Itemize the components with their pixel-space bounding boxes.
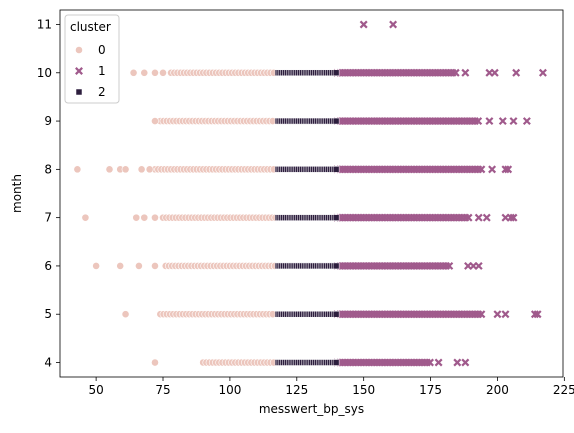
point-cluster-0: [129, 68, 138, 77]
x-tick-label: 100: [218, 383, 241, 397]
x-axis-ticks: 50 75 100 125 150 175 200 225: [88, 377, 574, 397]
y-tick-label: 8: [44, 162, 52, 176]
point-cluster-2: [332, 166, 340, 173]
y-tick-label: 9: [44, 114, 52, 128]
point-cluster-1: [474, 213, 483, 222]
series-1: [332, 20, 547, 367]
point-cluster-1: [477, 310, 486, 319]
point-cluster-2: [332, 262, 340, 270]
point-cluster-2: [332, 310, 340, 318]
point-cluster-0: [116, 262, 125, 270]
point-cluster-1: [359, 20, 368, 29]
point-cluster-0: [151, 358, 159, 367]
point-cluster-0: [132, 213, 141, 222]
point-cluster-1: [509, 213, 518, 222]
point-cluster-1: [498, 117, 507, 126]
point-cluster-1: [501, 165, 510, 174]
y-tick-label: 7: [44, 211, 52, 225]
legend-marker-1: [75, 67, 83, 75]
point-cluster-0: [135, 262, 143, 270]
point-cluster-1: [506, 213, 515, 222]
scatter-points: [73, 20, 547, 367]
point-cluster-1: [389, 20, 398, 29]
point-cluster-1: [488, 165, 497, 174]
legend-marker-2: [75, 88, 83, 96]
legend-label-0: 0: [98, 43, 106, 57]
point-cluster-1: [445, 261, 454, 270]
y-tick-label: 10: [37, 66, 52, 80]
plot-frame: [59, 9, 564, 378]
point-cluster-1: [530, 310, 539, 319]
legend-box: [64, 14, 120, 104]
y-tick-label: 5: [44, 307, 52, 321]
legend-label-2: 2: [98, 85, 106, 99]
point-cluster-0: [73, 165, 82, 174]
x-tick-label: 225: [553, 383, 574, 397]
point-cluster-1: [533, 310, 542, 319]
point-cluster-1: [453, 358, 462, 367]
y-tick-label: 4: [44, 356, 52, 370]
point-cluster-2: [332, 359, 340, 366]
point-cluster-0: [145, 165, 154, 174]
point-cluster-2: [332, 69, 340, 77]
legend-title: cluster: [70, 20, 111, 34]
x-tick-label: 175: [419, 383, 442, 397]
x-tick-label: 150: [352, 383, 375, 397]
point-cluster-1: [509, 117, 518, 126]
point-cluster-1: [426, 358, 435, 367]
point-cluster-1: [474, 261, 483, 270]
series-2: [274, 69, 340, 366]
point-cluster-0: [121, 165, 130, 174]
point-cluster-0: [151, 117, 159, 125]
x-tick-label: 75: [155, 383, 170, 397]
point-cluster-1: [461, 358, 470, 367]
y-tick-label: 11: [37, 17, 52, 31]
point-cluster-1: [474, 117, 483, 126]
point-cluster-1: [434, 358, 443, 367]
point-cluster-2: [332, 117, 340, 125]
point-cluster-1: [512, 68, 521, 77]
point-cluster-1: [538, 68, 547, 77]
point-cluster-0: [92, 262, 101, 270]
point-cluster-1: [451, 68, 460, 77]
point-cluster-1: [464, 213, 473, 222]
point-cluster-0: [137, 165, 146, 174]
legend-label-1: 1: [98, 64, 106, 78]
point-cluster-0: [151, 262, 159, 270]
point-cluster-1: [493, 310, 502, 319]
point-cluster-0: [151, 68, 159, 77]
x-tick-label: 200: [486, 383, 509, 397]
x-tick-label: 125: [285, 383, 308, 397]
point-cluster-1: [504, 165, 513, 174]
y-axis-label: month: [10, 174, 24, 213]
point-cluster-1: [461, 68, 470, 77]
point-cluster-1: [522, 117, 531, 126]
point-cluster-0: [151, 213, 159, 222]
point-cluster-1: [501, 310, 510, 319]
y-axis-ticks: 4 5 6 7 8 9 10 11: [37, 17, 60, 370]
point-cluster-1: [477, 165, 486, 174]
point-cluster-1: [482, 213, 491, 222]
legend: cluster 0 1 2: [64, 14, 120, 104]
x-axis-label: messwert_bp_sys: [259, 402, 364, 416]
point-cluster-2: [332, 214, 340, 221]
series-0: [73, 68, 280, 367]
point-cluster-0: [140, 68, 149, 77]
point-cluster-0: [105, 165, 114, 174]
point-cluster-1: [490, 68, 499, 77]
legend-marker-0: [75, 46, 83, 54]
point-cluster-0: [81, 213, 90, 222]
point-cluster-0: [159, 68, 167, 77]
point-cluster-0: [140, 213, 149, 222]
x-tick-label: 50: [88, 383, 103, 397]
y-tick-label: 6: [44, 259, 52, 273]
point-cluster-0: [121, 310, 130, 319]
point-cluster-1: [485, 117, 494, 126]
